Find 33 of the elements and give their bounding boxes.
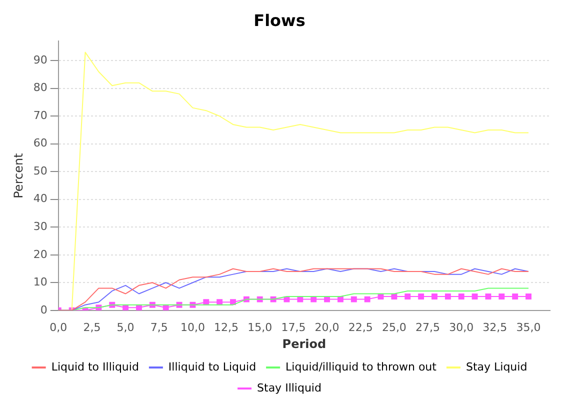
x-tick-label: 15,0 — [248, 320, 272, 334]
x-tick-label: 32,5 — [482, 320, 508, 334]
chart-title: Flows — [254, 10, 306, 30]
y-tick-label: 20 — [33, 248, 48, 261]
y-tick-label: 60 — [33, 136, 48, 150]
x-tick-label: 10,0 — [180, 320, 205, 334]
x-tick-label: 35,0 — [516, 320, 541, 334]
legend-label: Stay Illiquid — [257, 381, 322, 394]
legend-label: Liquid/illiquid to thrown out — [286, 360, 438, 374]
legend-label: Liquid to Illiquid — [51, 360, 139, 374]
legend-label: Stay Liquid — [466, 360, 528, 374]
y-tick-label: 0 — [40, 303, 48, 316]
legend-label: Illiquid to Liquid — [168, 360, 256, 374]
y-tick-label: 50 — [33, 164, 48, 178]
x-tick-label: 0,0 — [50, 320, 68, 334]
x-tick-label: 5,0 — [116, 320, 134, 334]
y-axis-title: Percent — [11, 152, 26, 198]
y-tick-label: 30 — [33, 220, 48, 233]
x-tick-label: 27,5 — [416, 320, 440, 334]
y-tick-label: 80 — [33, 81, 48, 94]
x-tick-label: 17,5 — [281, 320, 306, 334]
y-tick-label: 70 — [33, 108, 48, 122]
y-tick-label: 10 — [33, 276, 48, 289]
x-tick-label: 7,5 — [150, 320, 168, 334]
y-tick-label: 40 — [33, 192, 48, 206]
x-tick-label: 2,5 — [83, 320, 101, 334]
x-axis-title: Period — [282, 336, 326, 351]
x-tick-label: 22,5 — [348, 320, 373, 334]
x-tick-label: 20,0 — [314, 320, 340, 334]
y-tick-label: 90 — [33, 53, 48, 66]
x-tick-label: 12,5 — [214, 320, 239, 334]
x-tick-label: 25,0 — [382, 320, 406, 334]
x-tick-label: 30,0 — [449, 320, 474, 334]
